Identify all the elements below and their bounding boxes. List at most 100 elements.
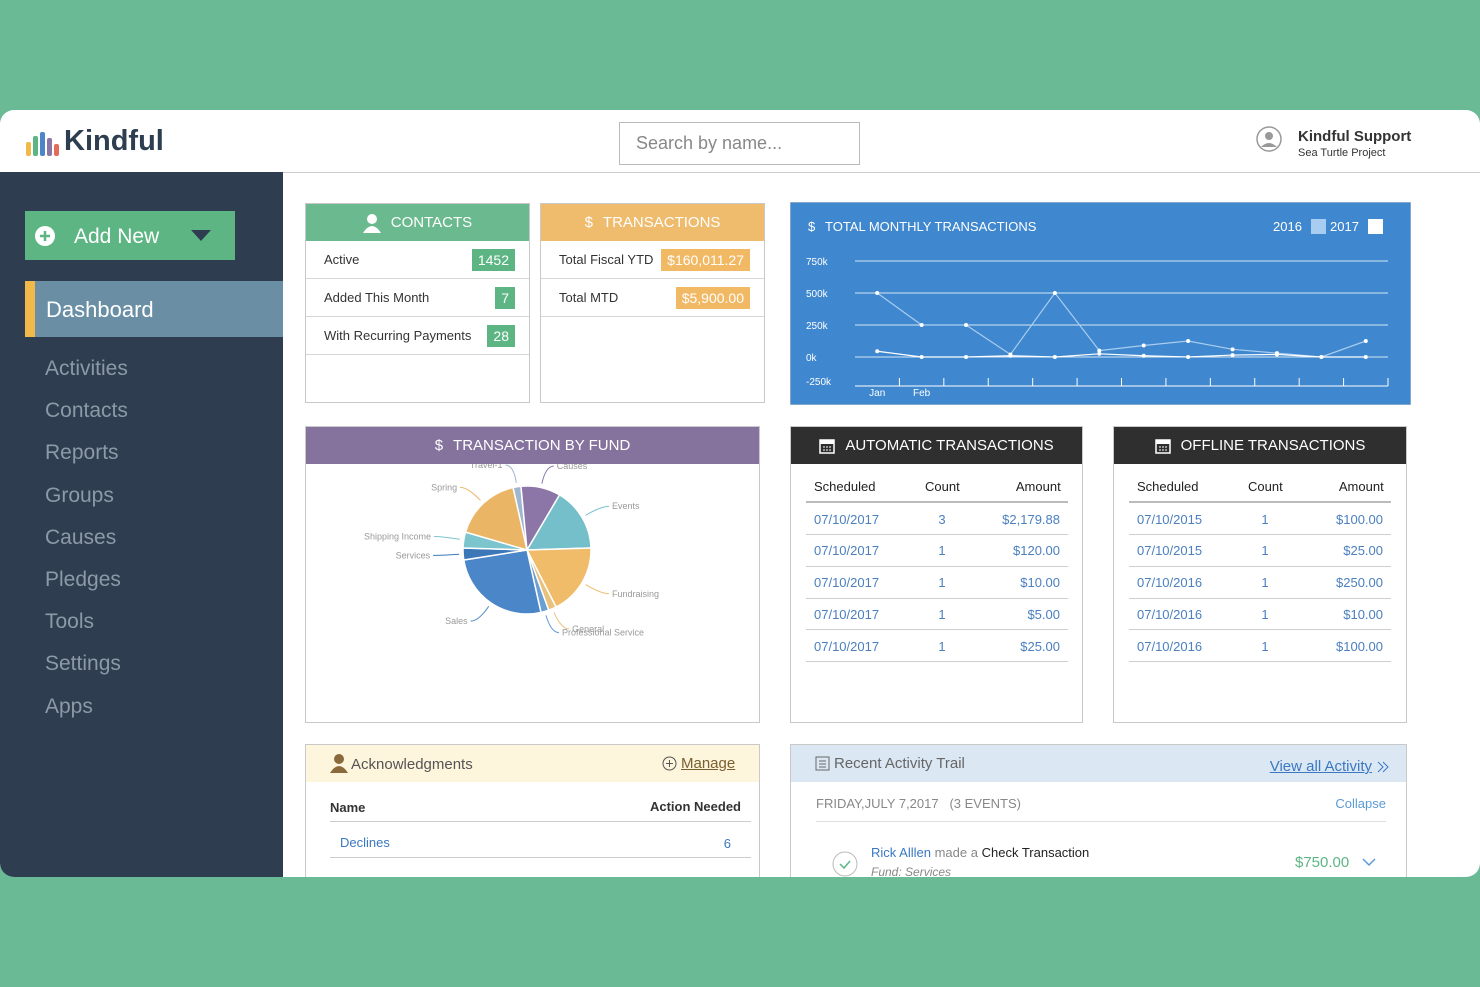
data-point (1141, 353, 1146, 358)
nav-item[interactable]: Apps (45, 694, 93, 718)
table-cell: 3 (938, 511, 946, 527)
table-cell: 07/10/2015 (1137, 543, 1203, 559)
search-box[interactable]: Search by name... (619, 122, 860, 165)
pie-slice (462, 549, 542, 615)
table-row: 07/10/2016 1 $250.00 (1129, 568, 1391, 599)
stat-badge: 7 (495, 286, 515, 309)
activity-line: Rick Alllen made a Check Transaction (871, 845, 1089, 860)
date: FRIDAY,JULY 7,2017 (816, 796, 939, 811)
table-cell: $25.00 (1343, 543, 1383, 559)
table-cell: 1 (1261, 511, 1269, 527)
nav-item[interactable]: Reports (45, 441, 119, 465)
slice-label: Causes (557, 464, 588, 471)
active-nav[interactable]: Dashboard (25, 281, 283, 337)
manage-link[interactable]: Manage (681, 755, 736, 772)
nav-item[interactable]: Causes (45, 525, 117, 549)
expand-chevron[interactable] (1362, 858, 1376, 867)
stat-badge: 1452 (471, 248, 515, 271)
nav-item[interactable]: Tools (45, 610, 95, 634)
activity-person[interactable]: Rick Alllen (871, 845, 931, 860)
data-point (964, 323, 969, 327)
calendar-icon (1154, 438, 1171, 454)
nav-item[interactable]: Activities (45, 357, 128, 380)
add-new-label: Add New (74, 225, 160, 248)
table-row: 07/10/2017 3 $2,179.88 (806, 504, 1068, 535)
table-cell: $250.00 (1336, 575, 1383, 591)
manage-icon (662, 756, 677, 771)
nav-item[interactable]: Settings (45, 652, 121, 676)
header-divider (283, 172, 1480, 173)
user-avatar[interactable] (1256, 126, 1282, 152)
table-row: 07/10/2017 1 $25.00 (806, 631, 1068, 663)
table-row: 07/10/2015 1 $25.00 (1129, 536, 1391, 567)
monthly-chart: $ TOTAL MONTHLY TRANSACTIONS -250k 0k 250k 50… (790, 202, 1411, 405)
nav-item[interactable]: Groups (45, 483, 114, 507)
pie-slice (525, 547, 592, 609)
stat-label: Added This Month (324, 290, 430, 305)
plus-icon (35, 226, 55, 246)
nav-item[interactable]: Pledges (45, 568, 121, 591)
check-icon (832, 851, 858, 877)
data-point (1230, 347, 1235, 352)
contacts-card: CONTACTS Active 1452 Added This Month 7 With… (305, 203, 530, 403)
column-header: Action Needed (649, 799, 741, 814)
legend-label: 2017 (1330, 219, 1359, 234)
activity-action: Check Transaction (981, 845, 1090, 860)
ack-name[interactable]: Declines (340, 835, 390, 850)
leader-line (470, 605, 490, 622)
card-header: CONTACTS (306, 204, 529, 241)
table-cell: $100.00 (1336, 638, 1383, 654)
table-cell: 07/10/2017 (814, 511, 880, 527)
table-cell: $100.00 (1336, 511, 1383, 527)
leader-line (460, 486, 481, 501)
slice-label: Fundraising (612, 589, 659, 599)
activity-amount: $750.00 (1295, 854, 1350, 871)
data-point (1363, 355, 1368, 359)
pie-chart: Travel-1 Causes Events Fundraising GeneralPr… (364, 464, 659, 638)
y-tick-label: 250k (806, 321, 829, 332)
chart-icon: $ (808, 219, 816, 234)
legend-label: 2016 (1273, 219, 1302, 234)
table-cell: 07/10/2017 (814, 543, 880, 559)
fund-card: $ TRANSACTION BY FUND Travel-1 Causes Even… (305, 426, 760, 723)
stat-row: Total MTD $5,900.00 (541, 279, 764, 317)
table-cell: 1 (1261, 606, 1269, 622)
card-title: OFFLINE TRANSACTIONS (1180, 437, 1366, 454)
table-cell: 07/10/2016 (1137, 575, 1203, 591)
leader-line (585, 505, 610, 516)
nav-item[interactable]: Contacts (45, 399, 128, 423)
table-row: 07/10/2016 1 $10.00 (1129, 599, 1391, 631)
chart-title: TOTAL MONTHLY TRANSACTIONS (825, 219, 1037, 234)
column-header: Count (1248, 479, 1283, 494)
chart-bg (790, 202, 1411, 405)
divider (816, 821, 1386, 822)
stat-row: Total Fiscal YTD $160,011.27 (541, 241, 764, 279)
view-all-link[interactable]: View all Activity (1269, 758, 1372, 775)
leader-line (585, 584, 610, 595)
slice-label: General (572, 624, 604, 634)
data-point (1230, 353, 1235, 358)
table-cell: 1 (1261, 543, 1269, 559)
data-point (1274, 352, 1279, 357)
leader-line (505, 464, 517, 483)
table-cell: $25.00 (1020, 638, 1060, 654)
stat-badge: $160,011.27 (661, 248, 750, 271)
column-header: Amount (1015, 479, 1061, 494)
logo-mark (26, 132, 59, 156)
add-new-button[interactable]: Add New (25, 211, 235, 260)
card-title: Acknowledgments (351, 756, 473, 773)
stat-label: With Recurring Payments (324, 328, 472, 343)
y-tick-label: 0k (806, 353, 818, 364)
card-title: AUTOMATIC TRANSACTIONS (845, 437, 1054, 454)
table-cell: $10.00 (1020, 575, 1060, 591)
transactions-card: $ TRANSACTIONS Total Fiscal YTD $160,011.… (540, 203, 765, 403)
card-header (306, 745, 759, 782)
data-point (1319, 355, 1324, 359)
divider (330, 821, 751, 822)
card-title: CONTACTS (390, 214, 473, 231)
column-header: Amount (1338, 479, 1384, 494)
leader-line (433, 553, 460, 556)
table-cell: 07/10/2016 (1137, 638, 1203, 654)
card-icon: $ (584, 214, 593, 231)
collapse-link[interactable]: Collapse (1335, 796, 1386, 811)
